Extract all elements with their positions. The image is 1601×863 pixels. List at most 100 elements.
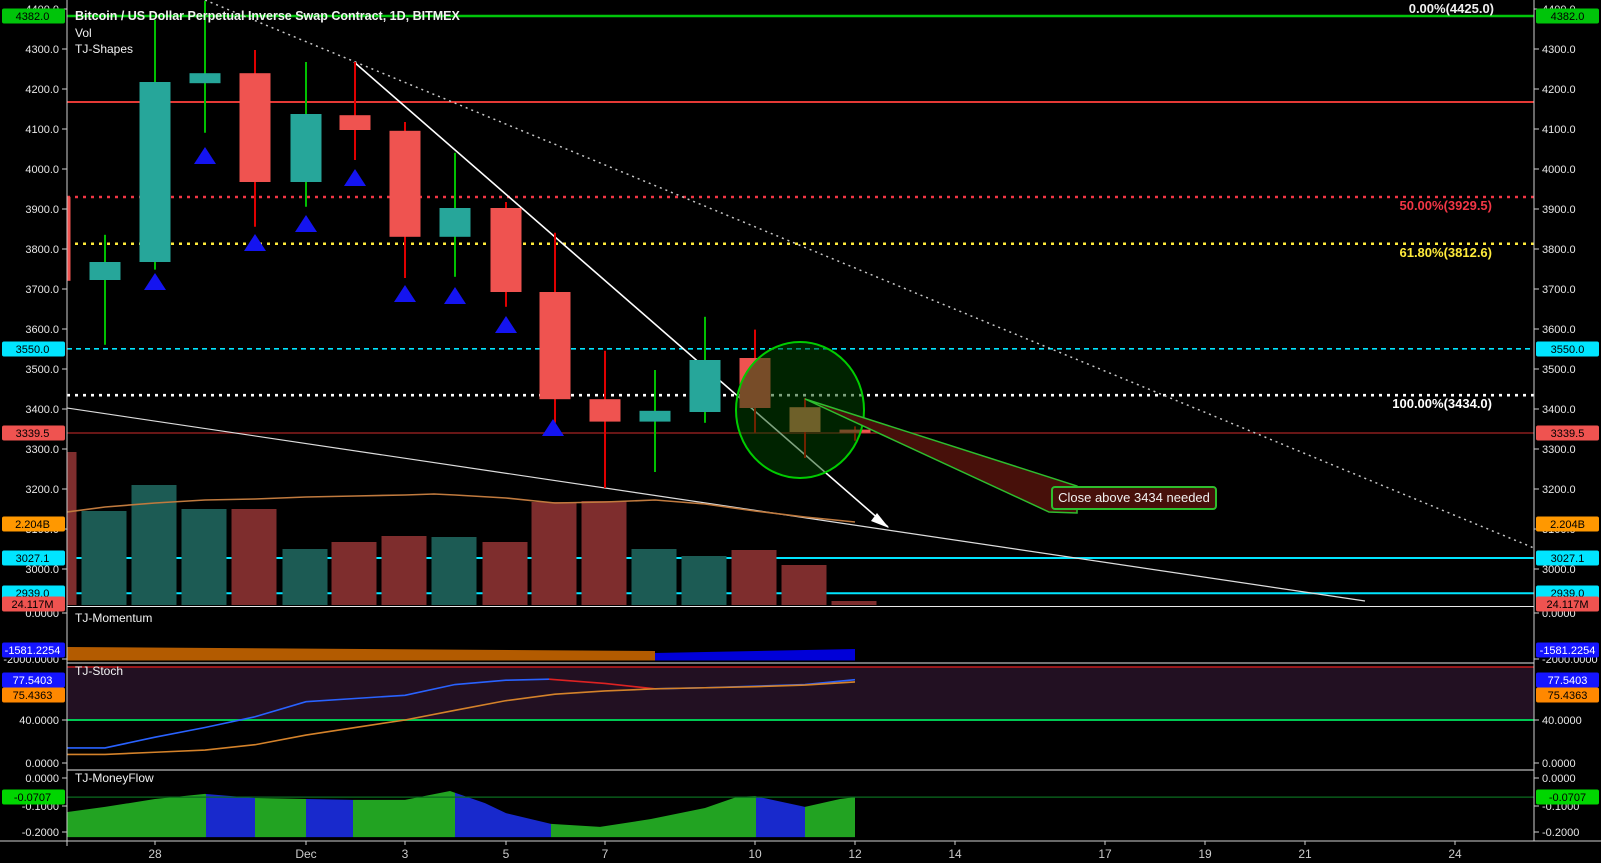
- axis-price-badge: [1536, 341, 1599, 357]
- axis-price-badge: [1536, 789, 1599, 805]
- volume-bar: [781, 565, 827, 605]
- volume-bar: [331, 542, 377, 605]
- shape-triangle-marker[interactable]: [444, 287, 466, 304]
- axis-price-badge: [2, 341, 65, 357]
- axis-badge-label: 3339.5: [1551, 428, 1585, 440]
- volume-bar: [731, 550, 777, 605]
- volume-bar: [631, 549, 677, 605]
- candle-body: [439, 208, 471, 237]
- axis-badge-label: 3550.0: [16, 344, 50, 356]
- axis-label: 3700.0: [1542, 284, 1576, 296]
- axis-label: 3200.0: [25, 484, 59, 496]
- time-label: 19: [1198, 847, 1212, 861]
- callout-close-above-note[interactable]: Close above 3434 needed: [1051, 486, 1217, 510]
- axis-label: 3300.0: [25, 444, 59, 456]
- candle-body: [67, 196, 71, 281]
- time-axis[interactable]: 28 Dec 3 5 7 10 12 14 17 19 21 24: [66, 841, 1462, 861]
- axis-price-badge: [1536, 8, 1599, 24]
- axis-badge-label: 3339.5: [16, 428, 50, 440]
- axis-price-badge: [1536, 516, 1599, 532]
- axis-badge-label: 3027.1: [16, 553, 50, 565]
- axis-label: 3900.0: [25, 204, 59, 216]
- volume-bars: [67, 452, 877, 605]
- axis-label: 0.0000: [1542, 773, 1576, 785]
- plot-area[interactable]: 0.00%(4425.0) 50.00%(3929.5) 61.80%(3812.6…: [32, 0, 1535, 841]
- axis-label: -0.2000: [1542, 827, 1579, 839]
- time-label: Dec: [295, 847, 316, 861]
- moneyflow-area-green: [353, 790, 455, 838]
- axis-label: 4100.0: [1542, 124, 1576, 136]
- moneyflow-area-blue: [756, 796, 805, 838]
- shape-triangle-marker[interactable]: [542, 419, 564, 436]
- axis-label: 3000.0: [1542, 564, 1576, 576]
- axis-badge-label: 3027.1: [1551, 553, 1585, 565]
- callout-pointer[interactable]: [804, 398, 1078, 514]
- volume-bar: [431, 537, 477, 605]
- left-price-axis[interactable]: 4400.04382.04300.04200.04100.04000.03900…: [2, 4, 67, 839]
- callout-text: Close above 3434 needed: [1058, 490, 1210, 505]
- axis-label: 4200.0: [25, 84, 59, 96]
- axis-price-badge: [1536, 687, 1599, 703]
- volume-bar: [231, 509, 277, 605]
- axis-badge-label: 2.204B: [1550, 519, 1585, 531]
- axis-label: 0.0000: [25, 773, 59, 785]
- annotation-ellipse[interactable]: [735, 341, 865, 479]
- axis-price-badge: [1536, 425, 1599, 441]
- axis-label: 4300.0: [25, 44, 59, 56]
- time-label: 21: [1298, 847, 1312, 861]
- axis-label: 3500.0: [25, 364, 59, 376]
- stoch-d-line: [67, 681, 856, 756]
- shape-triangle-marker[interactable]: [295, 215, 317, 232]
- stoch-k-line-falling: [548, 678, 656, 690]
- axis-label: 3800.0: [1542, 244, 1576, 256]
- axis-label: 40.0000: [19, 715, 59, 727]
- moneyflow-area-blue: [455, 792, 551, 838]
- fib-label: 61.80%(3812.6): [1399, 245, 1492, 260]
- shape-triangle-marker[interactable]: [344, 169, 366, 186]
- axis-price-badge: [1536, 642, 1599, 658]
- volume-bar: [482, 542, 528, 605]
- trendline-arrowhead: [871, 513, 889, 528]
- axis-label: 3500.0: [1542, 364, 1576, 376]
- axis-label: 3400.0: [25, 404, 59, 416]
- axis-badge-label: 4382.0: [1551, 11, 1585, 23]
- volume-bar: [381, 536, 427, 605]
- axis-label: 3600.0: [25, 324, 59, 336]
- candle-body: [539, 292, 571, 400]
- shape-triangle-marker[interactable]: [394, 285, 416, 302]
- axis-label: 4100.0: [25, 124, 59, 136]
- axis-badge-label: 3550.0: [1551, 344, 1585, 356]
- volume-ma-line: [67, 493, 856, 523]
- axis-price-badge: [2, 687, 65, 703]
- axis-price-badge: [2, 8, 65, 24]
- shape-triangle-marker[interactable]: [244, 234, 266, 251]
- shape-triangle-marker[interactable]: [194, 147, 216, 164]
- axis-badge-label: -1581.2254: [1540, 645, 1596, 657]
- candle-body: [89, 262, 121, 280]
- axis-badge-label: 2.204B: [15, 519, 50, 531]
- axis-price-badge: [2, 516, 65, 532]
- axis-label: 4000.0: [1542, 164, 1576, 176]
- momentum-area-orange: [67, 647, 655, 661]
- moneyflow-area-green: [551, 796, 756, 838]
- candle-body: [290, 114, 322, 182]
- axis-label: 3300.0: [1542, 444, 1576, 456]
- axis-price-badge: [2, 550, 65, 566]
- axis-label: 0.0000: [1542, 758, 1576, 770]
- axis-price-badge: [2, 642, 65, 658]
- trendline[interactable]: [67, 407, 1366, 602]
- shape-triangle-marker[interactable]: [144, 273, 166, 290]
- time-label: 3: [402, 847, 409, 861]
- axis-badge-label: 4382.0: [16, 11, 50, 23]
- right-price-axis[interactable]: 4400.04382.04300.04200.04100.04000.03900…: [1534, 4, 1599, 839]
- shape-triangle-marker[interactable]: [495, 316, 517, 333]
- moneyflow-area-blue: [206, 794, 255, 838]
- time-label: 28: [148, 847, 162, 861]
- axis-badge-label: 24.117M: [12, 599, 54, 611]
- volume-bar: [81, 511, 127, 605]
- volume-bar: [581, 501, 627, 605]
- time-label: 17: [1098, 847, 1112, 861]
- axis-label: -0.2000: [22, 827, 59, 839]
